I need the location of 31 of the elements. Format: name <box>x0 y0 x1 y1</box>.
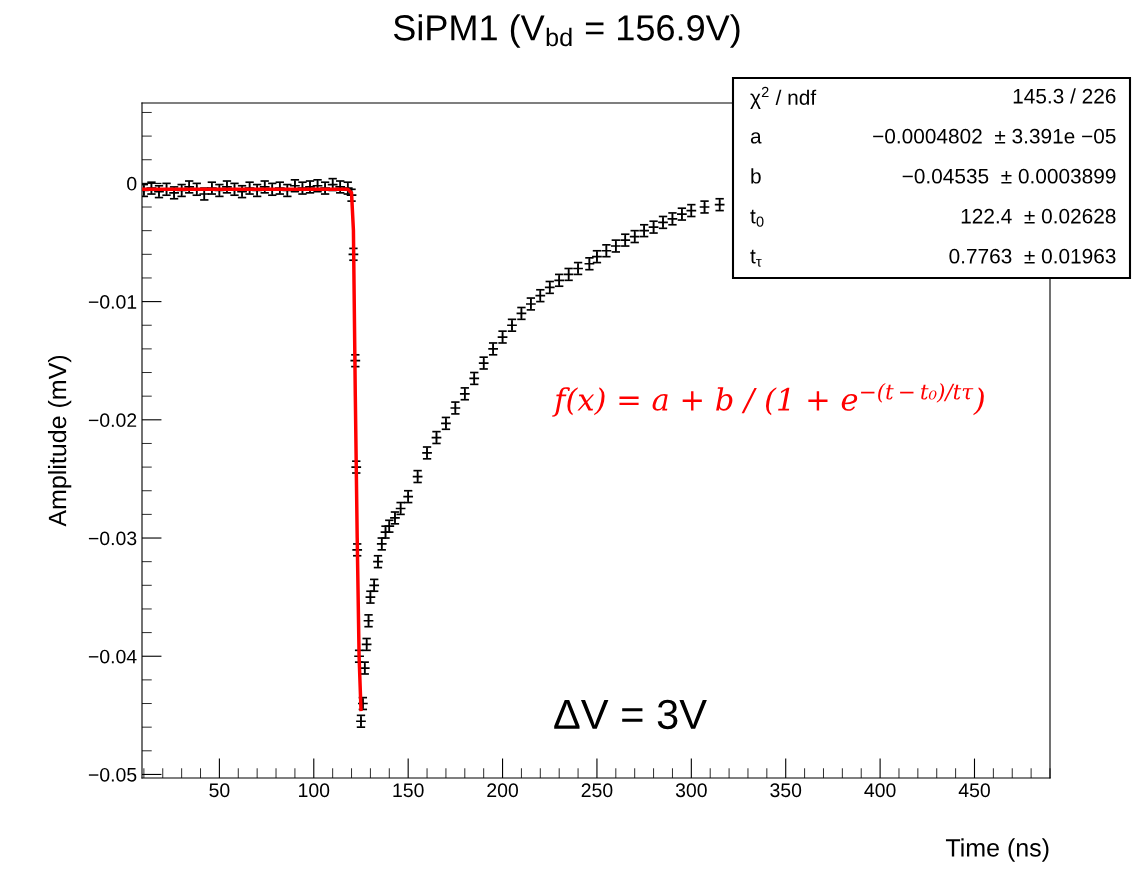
annotation: −0.0004802 ± 3.391e −05 <box>873 128 1116 144</box>
annotation: 145.3 / 226 <box>1013 88 1116 104</box>
y-axis-title: Amplitude (mV) <box>47 355 72 527</box>
x-tick-label: 250 <box>581 783 613 798</box>
y-tick-label: −0.01 <box>88 295 137 309</box>
annotation: 0.7763 ± 0.01963 <box>949 248 1116 264</box>
annotation: 122.4 ± 0.02628 <box>961 208 1116 224</box>
annotation: t$_{0}$ <box>750 209 764 227</box>
y-tick-label: −0.05 <box>88 767 137 782</box>
x-tick-label: 450 <box>958 783 990 798</box>
x-tick-label: 200 <box>487 783 519 798</box>
x-tick-label: 50 <box>209 783 230 798</box>
annotation: b <box>751 168 761 184</box>
y-tick-label: −0.04 <box>88 649 137 664</box>
x-axis-title: Time (ns) <box>945 838 1049 862</box>
annotation: a <box>750 132 762 144</box>
x-tick-label: 150 <box>393 783 424 798</box>
annotation: f(x) = a + b / (1 + e$^{−(t−t₀)/tτ}$) <box>552 383 984 417</box>
x-tick-label: 300 <box>675 783 707 798</box>
line-series <box>142 187 363 712</box>
y-tick-label: 0 <box>127 176 137 191</box>
x-tick-label: 100 <box>299 783 330 798</box>
annotation: −0.04535 ± 0.0003899 <box>902 168 1116 184</box>
annotation: ΔV = 3V <box>554 699 707 730</box>
y-tick-label: −0.03 <box>88 531 137 546</box>
x-tick-label: 350 <box>770 783 802 798</box>
annotation: χ$^{2}$ / ndf <box>750 86 817 110</box>
annotation: t$_{τ}$ <box>750 249 762 267</box>
chart-title: SiPM1 (V$_{bd}$ = 156.9V) <box>393 14 740 48</box>
y-tick-label: −0.02 <box>88 413 137 428</box>
x-tick-label: 400 <box>864 783 896 798</box>
